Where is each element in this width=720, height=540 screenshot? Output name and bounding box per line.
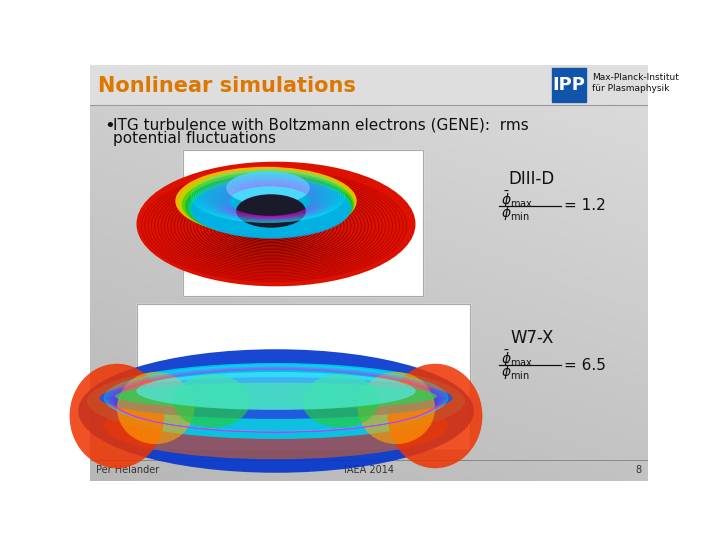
Bar: [137, 303, 469, 450]
Ellipse shape: [104, 393, 448, 459]
Bar: [137, 303, 469, 450]
Ellipse shape: [176, 167, 356, 235]
Ellipse shape: [388, 364, 482, 468]
Ellipse shape: [87, 363, 465, 439]
Ellipse shape: [137, 161, 415, 286]
Ellipse shape: [179, 170, 356, 236]
Text: für Plasmaphysik: für Plasmaphysik: [593, 84, 670, 93]
Text: DIII-D: DIII-D: [508, 170, 555, 188]
Bar: [183, 150, 423, 296]
Text: Nonlinear simulations: Nonlinear simulations: [98, 76, 356, 96]
Text: potential fluctuations: potential fluctuations: [113, 131, 276, 146]
Ellipse shape: [236, 194, 306, 228]
Ellipse shape: [78, 349, 474, 472]
Ellipse shape: [358, 372, 435, 444]
Ellipse shape: [185, 174, 353, 237]
Text: = 6.5: = 6.5: [564, 357, 606, 373]
Ellipse shape: [114, 383, 437, 409]
Text: 8: 8: [636, 465, 642, 475]
Ellipse shape: [302, 374, 379, 428]
Bar: [552, 68, 586, 102]
Bar: [183, 150, 423, 296]
Ellipse shape: [192, 179, 351, 239]
Text: IPP: IPP: [552, 76, 585, 94]
Text: $\bar{\phi}_{\rm min}$: $\bar{\phi}_{\rm min}$: [500, 362, 530, 382]
Ellipse shape: [117, 372, 194, 444]
Text: ITG turbulence with Boltzmann electrons (GENE):  rms: ITG turbulence with Boltzmann electrons …: [113, 117, 529, 132]
Text: $\bar{\phi}_{\rm max}$: $\bar{\phi}_{\rm max}$: [500, 348, 533, 369]
Text: IAEA 2014: IAEA 2014: [344, 465, 394, 475]
Ellipse shape: [188, 177, 352, 238]
Text: $\bar{\phi}_{\rm max}$: $\bar{\phi}_{\rm max}$: [500, 189, 533, 210]
Ellipse shape: [226, 171, 310, 205]
Text: W7-X: W7-X: [510, 329, 554, 347]
Text: Max-Planck-Institut: Max-Planck-Institut: [593, 72, 679, 82]
Bar: [90, 65, 648, 105]
Ellipse shape: [173, 374, 251, 428]
Ellipse shape: [70, 364, 164, 468]
Ellipse shape: [99, 377, 452, 419]
Text: $\bar{\phi}_{\rm min}$: $\bar{\phi}_{\rm min}$: [500, 202, 530, 223]
Ellipse shape: [181, 172, 354, 237]
Ellipse shape: [136, 372, 415, 410]
Text: •: •: [104, 117, 114, 135]
Text: Per Helander: Per Helander: [96, 465, 159, 475]
Text: = 1.2: = 1.2: [564, 198, 606, 213]
